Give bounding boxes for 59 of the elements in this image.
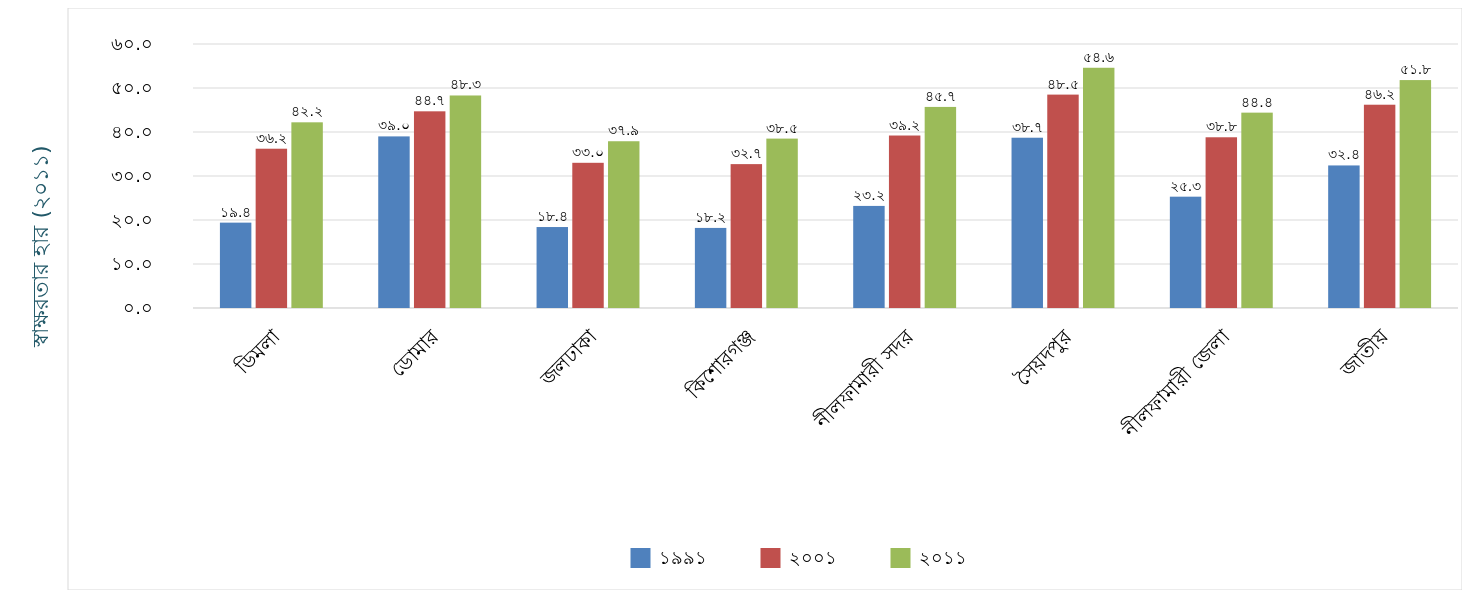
bar xyxy=(1082,67,1115,308)
bar xyxy=(694,227,727,308)
bar xyxy=(413,111,446,308)
data-label: ৪৪.৪ xyxy=(1241,93,1273,110)
bar xyxy=(1205,137,1238,308)
data-label: ৩৬.২ xyxy=(255,129,288,146)
data-label: ৪২.২ xyxy=(291,103,323,120)
data-label: ৫৪.৬ xyxy=(1082,48,1115,65)
data-label: ৪৮.৫ xyxy=(1047,75,1079,92)
bar xyxy=(255,148,288,308)
data-label: ৪৬.২ xyxy=(1363,85,1396,102)
bar xyxy=(1169,196,1202,308)
data-label: ৩৩.০ xyxy=(572,143,604,160)
bar xyxy=(1241,112,1273,308)
y-axis-title: স্বাক্ষরতার হার (২০১১) xyxy=(28,145,53,348)
y-tick-label: ৬০.০ xyxy=(111,33,153,55)
y-tick-label: ৫০.০ xyxy=(111,77,153,99)
data-label: ৩২.৪ xyxy=(1328,146,1360,163)
y-tick-label: ২০.০ xyxy=(111,209,153,231)
bar xyxy=(888,135,921,308)
data-label: ৩৯.২ xyxy=(888,116,921,133)
data-label: ২৫.৩ xyxy=(1169,177,1202,194)
data-label: ২৩.২ xyxy=(853,186,885,203)
bar xyxy=(572,162,604,308)
data-label: ৩৭.৯ xyxy=(608,122,640,139)
bar xyxy=(1363,104,1396,308)
data-label: ৩৮.৭ xyxy=(1011,118,1043,135)
bar xyxy=(1011,137,1043,308)
bar xyxy=(219,222,252,308)
data-label: ৪৪.৭ xyxy=(413,92,446,109)
data-label: ৩৮.৫ xyxy=(766,119,798,136)
legend-label: ২০১১ xyxy=(918,547,967,569)
bar xyxy=(291,122,323,308)
legend-label: ১৯৯১ xyxy=(658,547,707,569)
y-tick-label: ৪০.০ xyxy=(111,121,153,143)
data-label: ১৮.৪ xyxy=(536,208,569,225)
bar xyxy=(449,95,482,308)
bar xyxy=(1047,94,1079,308)
data-label: ৫১.৮ xyxy=(1399,61,1432,78)
data-label: ৪৫.৭ xyxy=(924,87,957,104)
bar xyxy=(924,106,957,308)
data-label: ৩৮.৮ xyxy=(1205,118,1238,135)
bar xyxy=(1328,165,1360,308)
legend-label: ২০০১ xyxy=(788,547,837,569)
data-label: ৪৮.৩ xyxy=(449,76,482,93)
data-label: ৩৯.০ xyxy=(378,117,410,134)
data-label: ১৮.২ xyxy=(694,208,727,225)
data-label: ১৯.৪ xyxy=(219,203,252,220)
bar xyxy=(730,164,763,308)
bar xyxy=(853,205,885,308)
y-tick-label: ৩০.০ xyxy=(111,165,153,187)
y-tick-label: ১০.০ xyxy=(111,253,153,275)
bar xyxy=(1399,80,1432,308)
bar xyxy=(536,227,569,308)
data-label: ৩২.৭ xyxy=(730,145,763,162)
bar xyxy=(766,138,798,308)
bar xyxy=(608,141,640,308)
bar xyxy=(378,136,410,308)
y-tick-label: ০.০ xyxy=(123,297,153,319)
